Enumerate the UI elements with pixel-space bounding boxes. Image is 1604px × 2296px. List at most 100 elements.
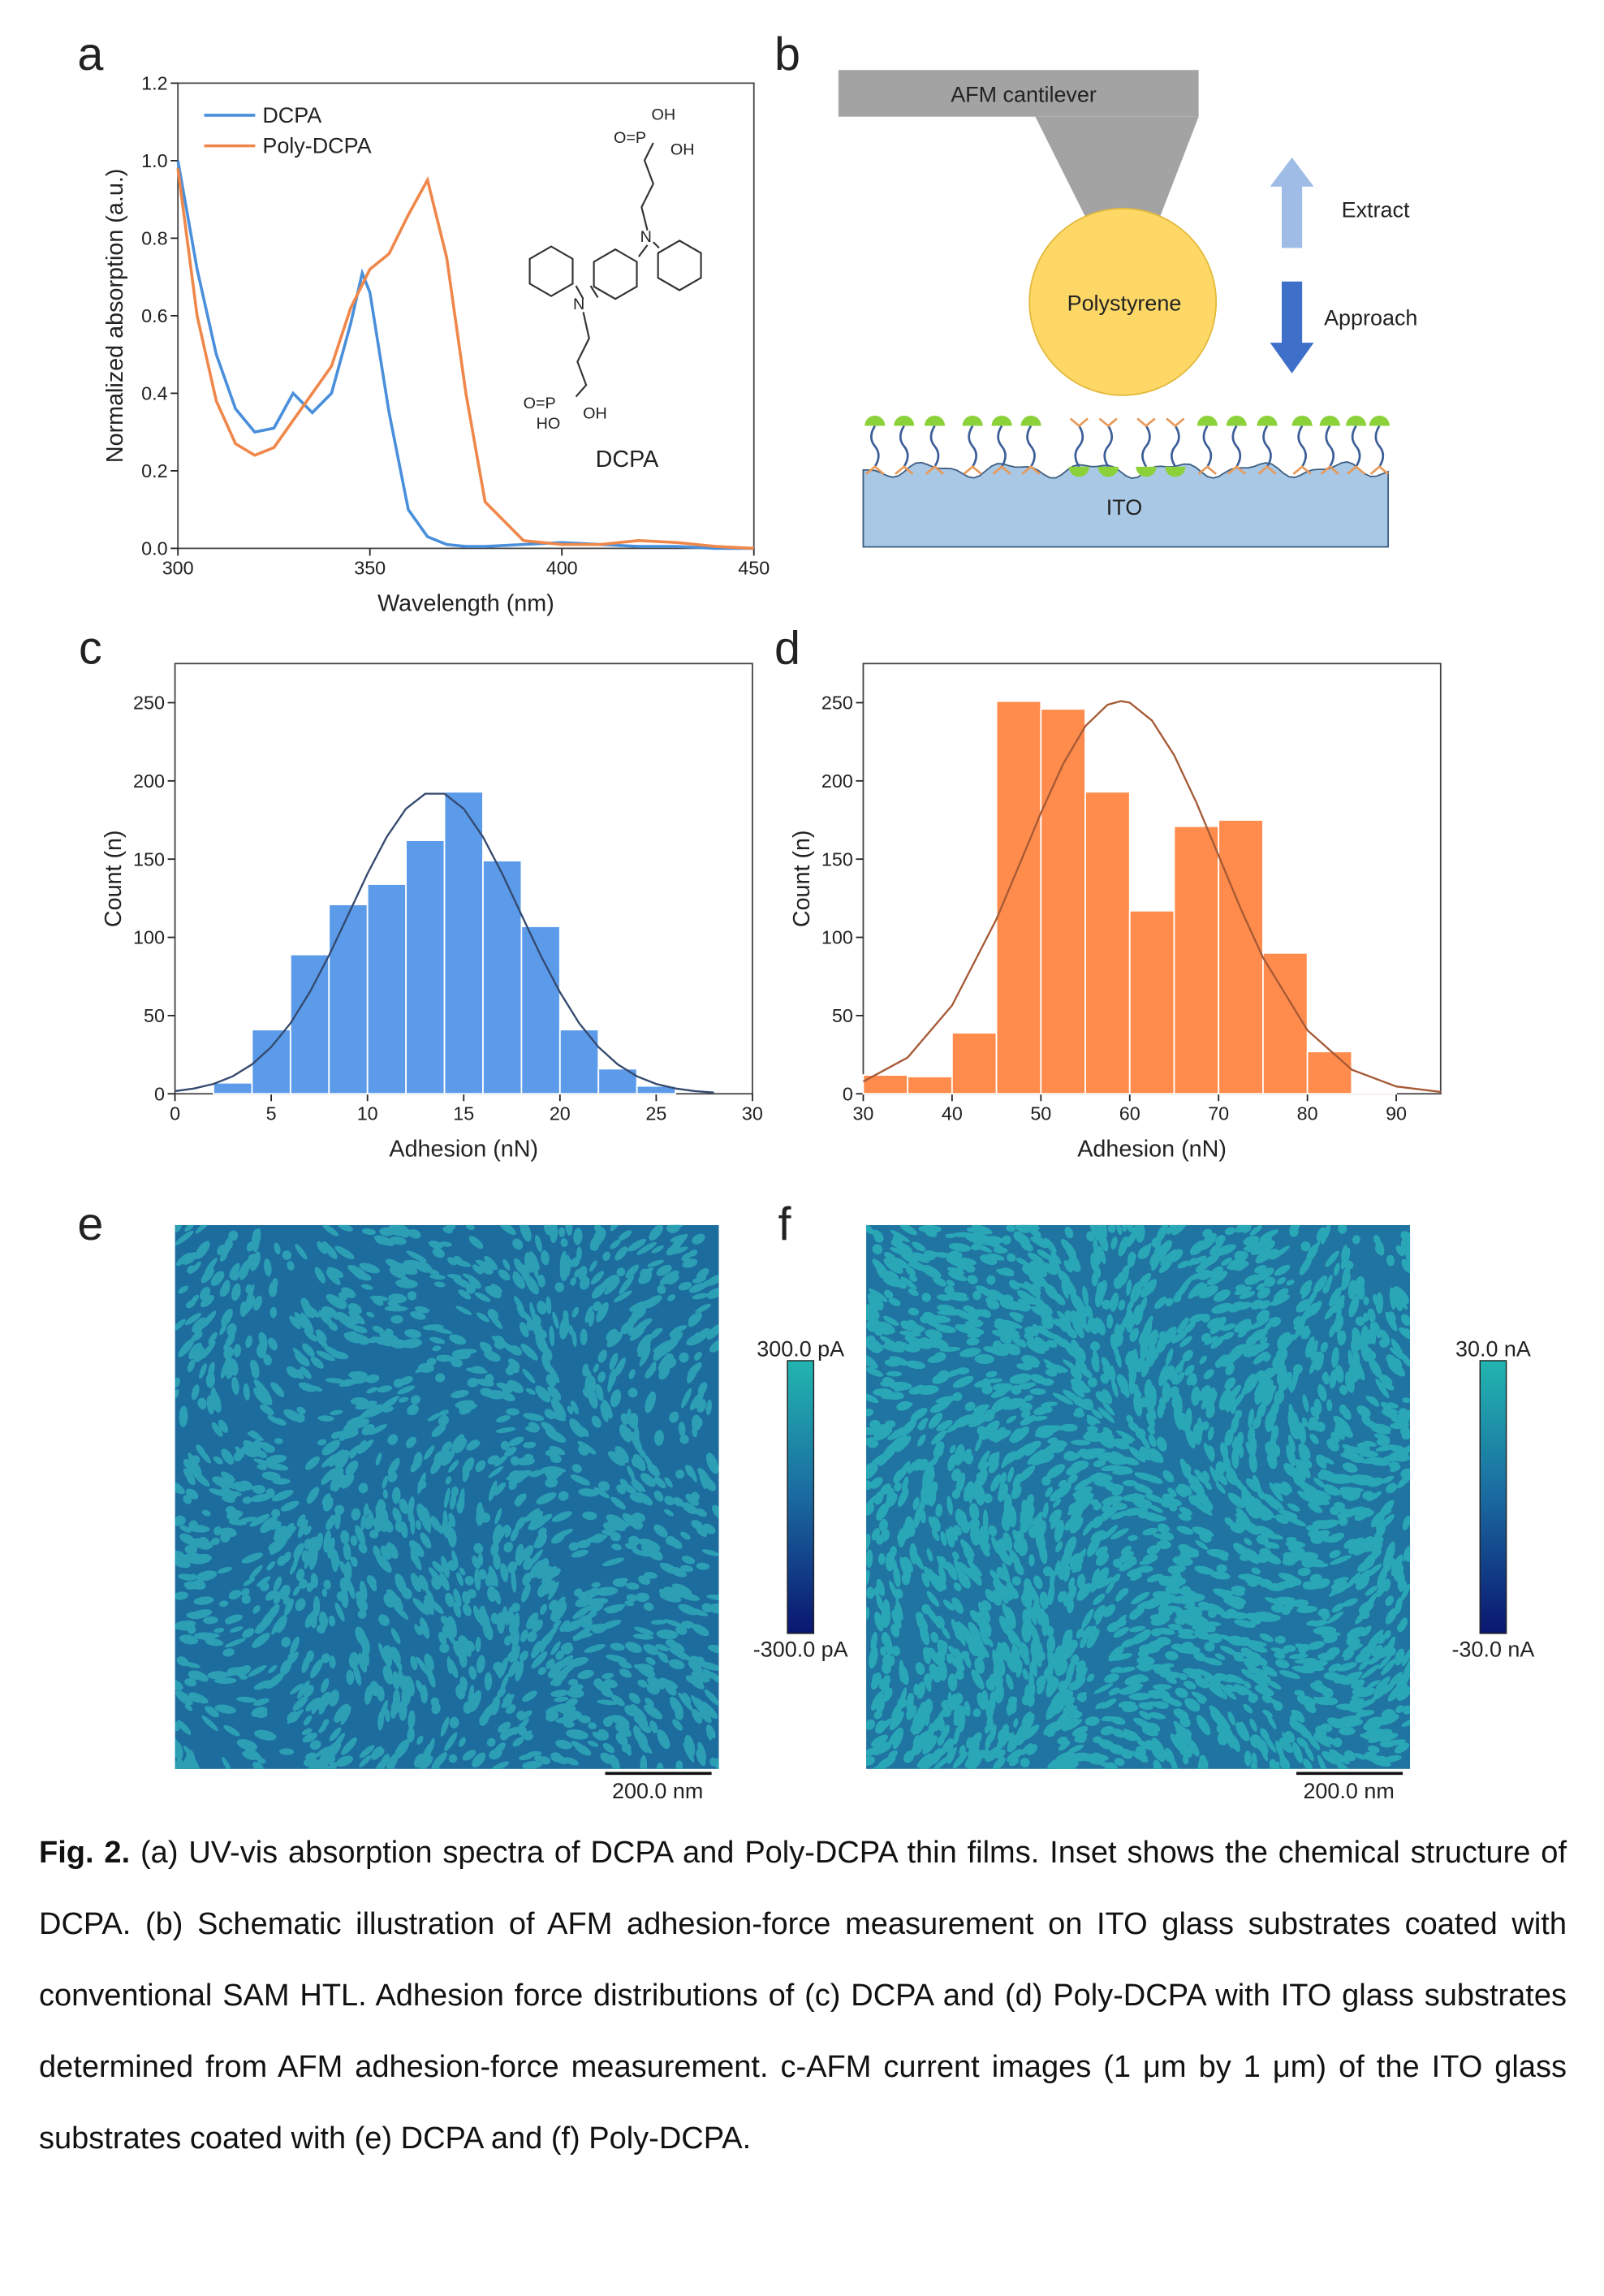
current-domain [360,1634,370,1655]
current-domain [367,1575,377,1592]
current-domain [1324,1304,1338,1320]
current-domain [476,1505,485,1526]
current-domain [1330,1580,1347,1590]
current-domain [671,1233,688,1248]
sam-molecule [962,415,983,475]
current-domain [610,1239,621,1249]
current-domain [1086,1625,1097,1638]
current-domain [1266,1542,1280,1549]
current-domain [633,1714,644,1724]
current-domain [448,1460,459,1473]
current-domain [1153,1244,1162,1258]
current-domain [1360,1340,1370,1362]
current-domain [435,1373,446,1383]
current-domain [1243,1703,1253,1714]
current-domain [893,1565,901,1587]
current-domain [459,1406,469,1415]
current-domain [550,1641,561,1655]
current-domain [664,1477,673,1488]
current-domain [1277,1334,1286,1346]
anchor-group [1136,417,1156,428]
current-domain [1326,1717,1346,1728]
current-domain [679,1434,689,1444]
current-domain [882,1315,899,1327]
current-domain [196,1444,206,1457]
current-domain [1342,1462,1358,1473]
current-domain [371,1746,383,1760]
current-domain [883,1258,903,1274]
current-domain [647,1677,666,1690]
current-domain [1139,1396,1150,1408]
head-group [1136,466,1157,477]
current-domain [559,1316,570,1340]
current-domain [1244,1538,1253,1546]
current-domain [343,1542,351,1561]
y-tick-label: 150 [821,848,853,870]
current-domain [1051,1334,1068,1349]
current-domain [1173,1294,1182,1303]
current-domain [1284,1600,1294,1611]
current-domain [1278,1509,1298,1519]
current-domain [1061,1565,1071,1577]
current-domain [1171,1595,1191,1604]
current-domain [1093,1605,1106,1621]
current-domain [654,1430,664,1446]
current-domain [967,1332,981,1338]
head-group [1197,415,1218,426]
current-domain [696,1267,709,1280]
current-domain [1214,1653,1226,1660]
current-domain [416,1680,425,1695]
current-domain [212,1476,231,1488]
current-domain [520,1344,538,1361]
current-domain [1366,1477,1384,1487]
current-domain [1401,1258,1411,1274]
current-domain [1336,1662,1357,1672]
current-domain [947,1645,959,1658]
current-domain [361,1228,377,1236]
current-domain [1262,1493,1278,1506]
ring [593,248,638,300]
current-domain [1400,1583,1411,1602]
current-domain [390,1314,403,1324]
current-domain [874,1327,884,1336]
current-domain [1349,1698,1365,1706]
current-domain [1233,1543,1251,1558]
current-domain [248,1564,263,1580]
current-domain [321,1653,330,1664]
histogram-bar [1084,791,1131,1095]
current-domain [224,1638,246,1648]
current-domain [593,1363,600,1373]
current-domain [980,1617,992,1634]
current-domain [647,1259,664,1267]
current-domain [360,1515,366,1531]
current-domain [1181,1642,1194,1650]
current-domain [1400,1426,1410,1436]
current-domain [348,1651,360,1669]
current-domain [1151,1737,1166,1758]
current-domain [1331,1754,1343,1765]
atom-label: O=P [614,129,646,147]
current-domain [985,1370,998,1378]
current-domain [631,1431,643,1453]
colorbar-min-label: -30.0 nA [1452,1638,1535,1662]
atom-label: OH [670,140,695,158]
y-tick-label: 0.0 [141,537,167,559]
current-domain [1301,1417,1308,1427]
current-domain [488,1480,498,1502]
current-domain [884,1359,900,1367]
current-domain [1154,1598,1172,1606]
current-domain [607,1716,619,1723]
current-domain [1391,1296,1401,1307]
current-domain [1006,1415,1017,1424]
current-domain [334,1510,341,1530]
current-domain [475,1460,486,1473]
current-domain [1209,1244,1221,1256]
current-domain [525,1426,539,1433]
current-domain [1057,1710,1071,1723]
current-domain [201,1715,218,1732]
current-domain [1173,1393,1180,1405]
current-domain [643,1602,654,1612]
afm-image [866,1224,1411,1769]
current-domain [656,1629,679,1640]
current-domain [1256,1283,1266,1291]
